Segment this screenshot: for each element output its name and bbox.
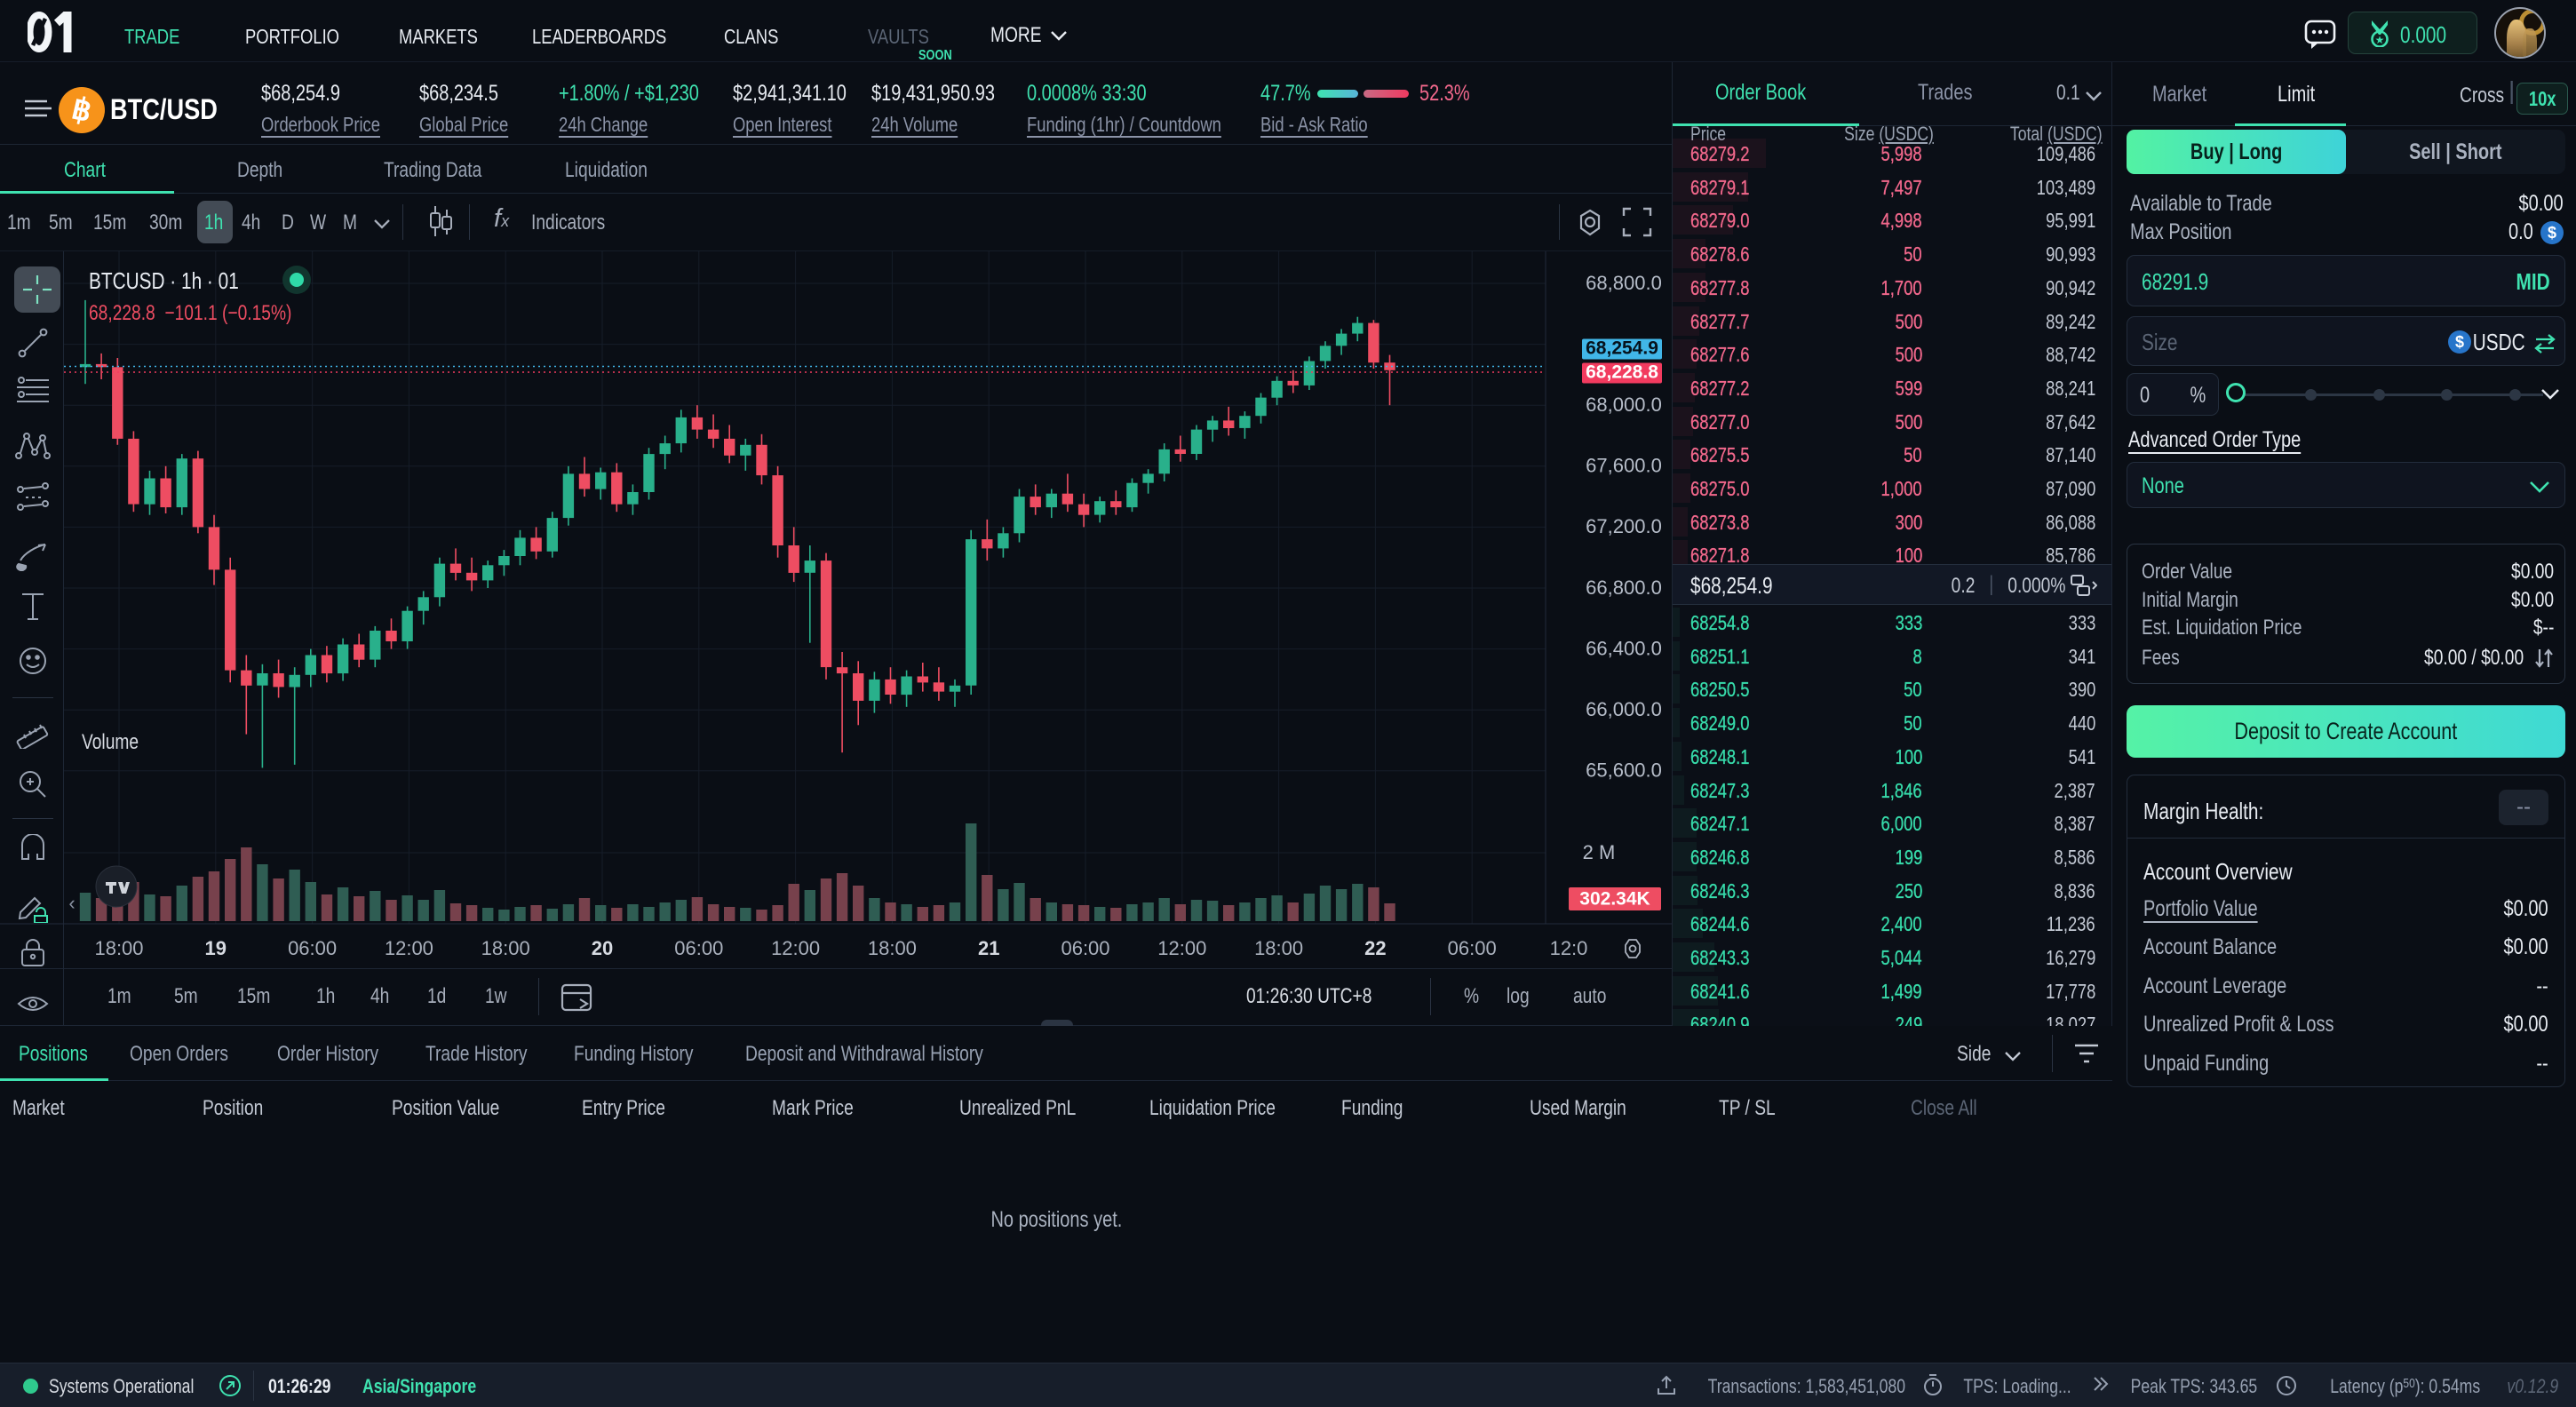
svg-text:19: 19 [205, 937, 227, 959]
svg-text:‹: ‹ [68, 892, 75, 914]
svg-text:22: 22 [1364, 937, 1386, 959]
svg-text:2 M: 2 M [1583, 841, 1616, 863]
svg-text:12:00: 12:00 [771, 937, 820, 959]
svg-text:12:00: 12:00 [1157, 937, 1206, 959]
svg-text:68,000.0: 68,000.0 [1586, 393, 1662, 416]
svg-text:06:00: 06:00 [674, 937, 723, 959]
svg-text:66,800.0: 66,800.0 [1586, 576, 1662, 599]
svg-text:18:00: 18:00 [481, 937, 530, 959]
svg-text:21: 21 [978, 937, 999, 959]
svg-text:68,228.8: 68,228.8 [1586, 362, 1658, 383]
svg-text:66,000.0: 66,000.0 [1586, 698, 1662, 720]
svg-text:06:00: 06:00 [288, 937, 337, 959]
svg-text:18:00: 18:00 [94, 937, 143, 959]
svg-text:67,600.0: 67,600.0 [1586, 455, 1662, 477]
svg-text:12:0: 12:0 [1550, 937, 1588, 959]
svg-text:20: 20 [592, 937, 613, 959]
svg-text:06:00: 06:00 [1448, 937, 1497, 959]
svg-text:68,800.0: 68,800.0 [1586, 272, 1662, 294]
svg-text:★: ★ [2375, 34, 2385, 46]
svg-text:66,400.0: 66,400.0 [1586, 637, 1662, 659]
svg-text:12:00: 12:00 [385, 937, 433, 959]
svg-text:18:00: 18:00 [868, 937, 917, 959]
svg-text:67,200.0: 67,200.0 [1586, 515, 1662, 537]
svg-text:06:00: 06:00 [1061, 937, 1109, 959]
svg-text:18:00: 18:00 [1254, 937, 1303, 959]
svg-text:65,600.0: 65,600.0 [1586, 759, 1662, 782]
svg-text:68,254.9: 68,254.9 [1586, 338, 1658, 359]
svg-text:302.34K: 302.34K [1579, 889, 1650, 910]
